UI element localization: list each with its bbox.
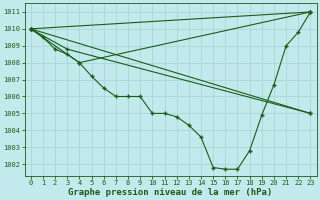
- X-axis label: Graphe pression niveau de la mer (hPa): Graphe pression niveau de la mer (hPa): [68, 188, 273, 197]
